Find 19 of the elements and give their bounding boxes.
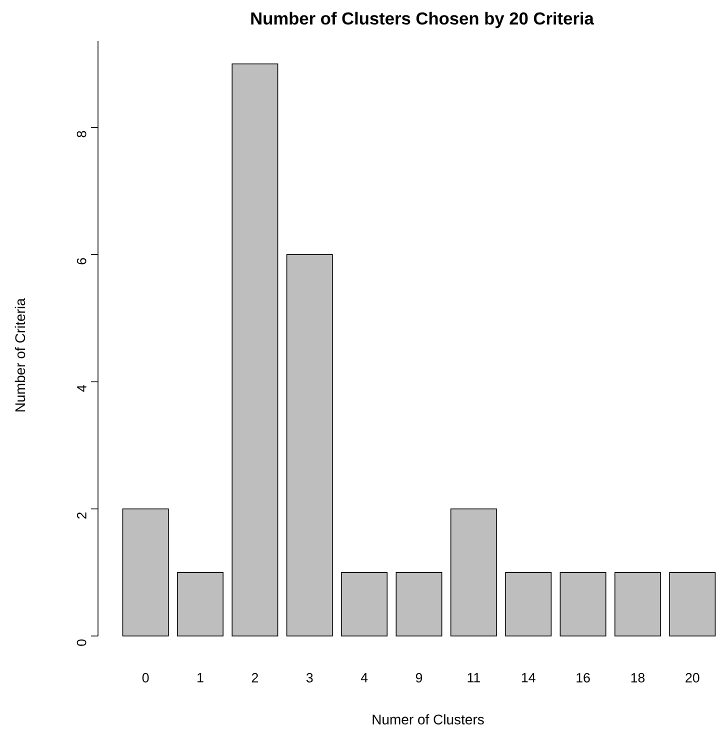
- x-tick-label: 3: [306, 673, 313, 682]
- y-tick-label: 0: [76, 639, 86, 646]
- x-tick-label: 20: [686, 673, 700, 682]
- chart-title: Number of Clusters Chosen by 20 Criteria: [251, 12, 594, 28]
- y-tick-label: 2: [76, 512, 86, 519]
- x-tick-label: 0: [142, 673, 149, 682]
- y-tick-label: 6: [76, 258, 86, 264]
- x-tick-label: 9: [416, 673, 422, 682]
- x-tick-label: 4: [360, 673, 368, 682]
- y-axis-title: Number of Criteria: [14, 298, 26, 412]
- x-tick-label: 14: [522, 673, 536, 682]
- x-tick-label: 18: [631, 673, 645, 682]
- x-tick-label: 1: [198, 673, 204, 682]
- x-tick-label: 11: [468, 673, 480, 682]
- x-tick-label: 2: [252, 673, 258, 682]
- y-tick-label: 4: [77, 385, 86, 392]
- x-axis-title: Numer of Clusters: [372, 714, 484, 724]
- x-tick-label: 16: [576, 673, 590, 682]
- y-tick-label: 8: [76, 130, 86, 138]
